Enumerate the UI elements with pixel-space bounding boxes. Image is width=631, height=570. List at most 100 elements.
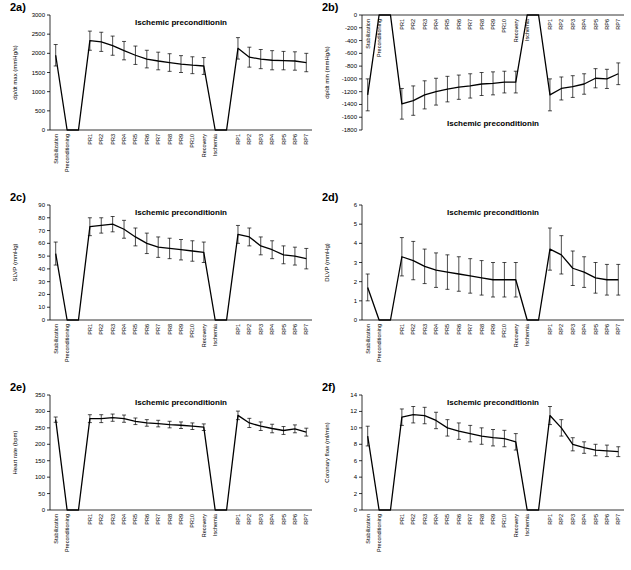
error-bar bbox=[145, 420, 149, 427]
x-tick-label: RP6 bbox=[604, 324, 610, 335]
error-bar bbox=[133, 46, 137, 64]
error-cap bbox=[236, 37, 240, 38]
error-stem bbox=[112, 217, 113, 232]
error-cap bbox=[582, 73, 586, 74]
error-bar bbox=[293, 52, 297, 70]
error-stem bbox=[606, 264, 607, 295]
y-tick bbox=[47, 395, 50, 396]
error-stem bbox=[272, 424, 273, 433]
error-bar bbox=[168, 238, 172, 258]
error-cap bbox=[111, 216, 115, 217]
error-stem bbox=[146, 50, 147, 68]
error-cap bbox=[111, 231, 115, 232]
error-bar bbox=[400, 409, 404, 425]
error-cap bbox=[293, 265, 297, 266]
y-tick bbox=[47, 72, 50, 73]
y-axis-label: Heart rate (bpm) bbox=[12, 430, 18, 474]
error-cap bbox=[502, 71, 506, 72]
y-tick-label: 12 bbox=[350, 408, 357, 414]
error-cap bbox=[156, 426, 160, 427]
error-cap bbox=[133, 424, 137, 425]
error-cap bbox=[54, 65, 58, 66]
x-tick-label: Stabilization bbox=[53, 514, 59, 544]
error-bar bbox=[247, 47, 251, 67]
error-stem bbox=[424, 81, 425, 109]
x-tick-label: PR5 bbox=[132, 514, 138, 525]
panel: 2f)02468101214Coronary flow (ml/min)Stab… bbox=[322, 381, 624, 552]
error-stem bbox=[549, 407, 550, 425]
error-cap bbox=[411, 406, 415, 407]
error-cap bbox=[400, 275, 404, 276]
error-bar bbox=[99, 218, 103, 233]
error-bar bbox=[582, 74, 586, 94]
error-stem bbox=[260, 237, 261, 255]
error-cap bbox=[304, 71, 308, 72]
error-cap bbox=[145, 67, 149, 68]
error-cap bbox=[179, 259, 183, 260]
error-cap bbox=[571, 437, 575, 438]
error-stem bbox=[192, 423, 193, 430]
x-tick-label: Recovery bbox=[201, 134, 207, 157]
error-stem bbox=[249, 47, 250, 67]
error-bar bbox=[202, 58, 206, 75]
y-tick bbox=[359, 460, 362, 461]
error-cap bbox=[445, 419, 449, 420]
error-cap bbox=[445, 254, 449, 255]
y-tick bbox=[359, 300, 362, 301]
error-bar bbox=[445, 255, 449, 290]
error-cap bbox=[122, 422, 126, 423]
x-tick-label: PR2 bbox=[410, 514, 416, 525]
error-bar bbox=[293, 247, 297, 265]
error-cap bbox=[282, 69, 286, 70]
error-cap bbox=[480, 295, 484, 296]
error-cap bbox=[54, 265, 58, 266]
error-cap bbox=[468, 258, 472, 259]
y-tick-label: -400 bbox=[345, 38, 358, 44]
error-cap bbox=[582, 287, 586, 288]
error-bar bbox=[270, 51, 274, 70]
x-tick-label: RP3 bbox=[570, 514, 576, 525]
error-stem bbox=[158, 237, 159, 257]
y-tick-label: -800 bbox=[345, 63, 358, 69]
error-cap bbox=[236, 225, 240, 226]
error-bar bbox=[605, 69, 609, 88]
error-cap bbox=[616, 264, 620, 265]
x-tick-label: PR5 bbox=[444, 514, 450, 525]
error-cap bbox=[282, 245, 286, 246]
error-cap bbox=[259, 49, 263, 50]
error-bar bbox=[304, 53, 308, 71]
y-tick-label: -600 bbox=[345, 50, 358, 56]
error-cap bbox=[400, 425, 404, 426]
error-cap bbox=[236, 411, 240, 412]
y-tick-label: 1 bbox=[354, 298, 358, 304]
y-tick-label: 0 bbox=[354, 317, 358, 323]
error-cap bbox=[605, 445, 609, 446]
error-cap bbox=[259, 236, 263, 237]
panel-label: 2a) bbox=[10, 1, 26, 13]
y-axis-label: SLVP (mmHg) bbox=[12, 243, 18, 281]
y-tick-label: 5 bbox=[354, 221, 358, 227]
x-tick-label: RP4 bbox=[581, 324, 587, 335]
error-cap bbox=[88, 235, 92, 236]
y-tick bbox=[359, 15, 362, 16]
error-cap bbox=[616, 456, 620, 457]
error-cap bbox=[434, 412, 438, 413]
error-cap bbox=[571, 285, 575, 286]
error-bar bbox=[434, 412, 438, 428]
error-cap bbox=[605, 88, 609, 89]
error-cap bbox=[548, 270, 552, 271]
error-cap bbox=[468, 293, 472, 294]
x-axis bbox=[50, 320, 312, 321]
error-cap bbox=[168, 53, 172, 54]
error-stem bbox=[203, 424, 204, 431]
error-stem bbox=[561, 77, 562, 100]
error-cap bbox=[582, 453, 586, 454]
error-stem bbox=[436, 78, 437, 105]
x-tick-label: RP4 bbox=[269, 324, 275, 335]
y-axis-label: DLVP (mmHg) bbox=[324, 243, 330, 281]
error-stem bbox=[272, 241, 273, 259]
error-bar bbox=[366, 79, 370, 111]
error-stem bbox=[481, 73, 482, 96]
data-line bbox=[368, 15, 619, 104]
error-stem bbox=[260, 422, 261, 431]
